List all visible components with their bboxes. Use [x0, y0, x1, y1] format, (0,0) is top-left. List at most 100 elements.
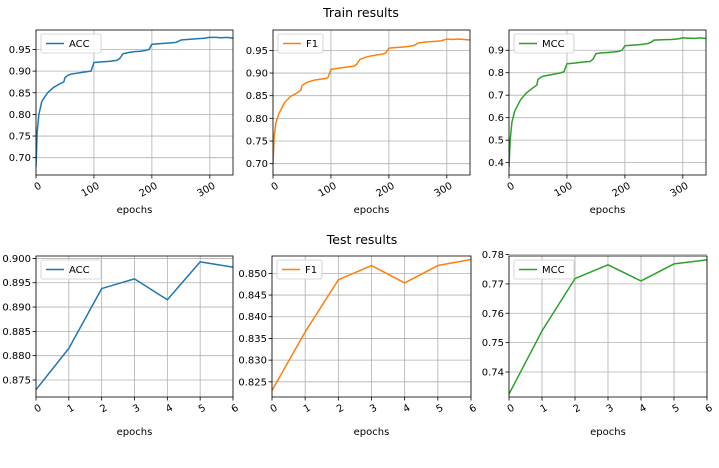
train-f1-x-axis-label: epochs — [354, 205, 390, 216]
train-mcc-axes-frame — [508, 29, 707, 176]
test-acc-x-tick-label: 1 — [66, 403, 77, 416]
train-acc-y-tick-label: 0.95 — [9, 45, 31, 56]
train-f1-y-tick-label: 0.95 — [246, 46, 268, 57]
train-mcc-y-tick-label: 0.7 — [488, 91, 504, 102]
test-f1-x-tick-label: 0 — [269, 403, 280, 416]
train-acc-x-axis-label: epochs — [117, 205, 153, 216]
test-acc-x-tick-label: 0 — [33, 403, 44, 416]
test-f1-y-tick-label: 0.825 — [238, 377, 267, 388]
chart-panels: 0.700.750.800.850.900.950 100 200 300epochs… — [2, 29, 715, 438]
test-acc-legend-label: ACC — [69, 265, 90, 276]
test-acc-legend-box — [40, 259, 102, 280]
train-mcc-y-tick-label: 0.5 — [488, 136, 504, 147]
test-results-title: Test results — [326, 232, 397, 247]
train-f1-y-tick-label: 0.80 — [246, 114, 268, 125]
train-mcc-x-tick-label: 100 — [553, 181, 575, 200]
train-mcc-legend-label: MCC — [542, 39, 565, 50]
test-mcc-y-tick-label: 0.77 — [482, 279, 504, 290]
train-f1-x-tick-label: 300 — [432, 181, 454, 200]
test-f1-x-tick-label: 6 — [468, 403, 479, 416]
test-acc-x-tick-label: 6 — [230, 403, 241, 416]
test-acc-panel: 0.875 0.880 0.885 0.890 0.895 0.900 0 1 2 3 4 5 6 epo… — [2, 254, 240, 438]
test-f1-legend-label: F1 — [305, 265, 317, 276]
train-f1-y-tick-label: 0.90 — [246, 69, 268, 80]
test-f1-x-tick-label: 4 — [401, 403, 412, 416]
test-f1-y-tick-label: 0.830 — [238, 356, 267, 367]
test-mcc-x-tick-label: 0 — [506, 403, 517, 416]
test-acc-y-tick-label: 0.895 — [2, 278, 31, 289]
test-mcc-x-tick-label: 6 — [704, 403, 715, 416]
train-f1-axes-frame — [272, 29, 471, 176]
test-f1-x-axis-label: epochs — [354, 427, 390, 438]
test-f1-y-tick-label: 0.840 — [238, 312, 267, 323]
test-mcc-x-tick-label: 4 — [638, 403, 649, 416]
train-acc-x-tick-label: 300 — [195, 181, 217, 200]
train-mcc-y-tick-label: 0.6 — [488, 113, 504, 124]
train-mcc-series-line — [509, 37, 706, 168]
train-f1-y-tick-label: 0.70 — [246, 159, 268, 170]
train-mcc-legend-box — [513, 33, 575, 54]
test-acc-y-tick-label: 0.885 — [2, 327, 31, 338]
test-acc-x-tick-label: 2 — [98, 403, 109, 416]
test-f1-y-tick-label: 0.845 — [238, 291, 267, 302]
train-mcc-x-tick-label: 300 — [668, 181, 690, 200]
train-acc-x-tick-label: 100 — [80, 181, 102, 200]
test-acc-legend: ACC — [40, 259, 102, 280]
test-acc-x-axis-label: epochs — [117, 427, 153, 438]
train-acc-y-tick-label: 0.90 — [9, 67, 31, 78]
test-mcc-panel: 0.74 0.75 0.76 0.77 0.78 0 1 2 3 4 5 6 epochs MCC — [482, 250, 715, 438]
test-acc-x-tick-label: 4 — [164, 403, 175, 416]
test-f1-y-tick-label: 0.850 — [238, 269, 267, 280]
test-mcc-x-tick-label: 3 — [605, 403, 616, 416]
test-mcc-y-tick-label: 0.74 — [482, 368, 504, 379]
test-f1-legend: F1 — [276, 259, 323, 280]
test-mcc-x-axis-label: epochs — [590, 427, 626, 438]
test-mcc-x-tick-label: 2 — [572, 403, 583, 416]
train-f1-x-tick-label: 200 — [375, 181, 397, 200]
test-mcc-legend-label: MCC — [542, 265, 565, 276]
test-acc-y-tick-label: 0.900 — [2, 254, 31, 265]
test-acc-series-line — [36, 261, 233, 391]
train-f1-series-line — [273, 38, 470, 164]
train-mcc-y-tick-label: 0.8 — [488, 68, 504, 79]
train-results-title: Train results — [322, 5, 399, 20]
train-f1-x-tick-label: 0 — [270, 181, 281, 194]
test-acc-y-tick-label: 0.890 — [2, 303, 31, 314]
train-acc-y-tick-label: 0.85 — [9, 88, 31, 99]
test-mcc-series-line — [509, 259, 707, 395]
test-mcc-x-tick-label: 5 — [671, 403, 682, 416]
test-mcc-y-tick-label: 0.78 — [482, 250, 504, 261]
train-f1-panel: 0.70 0.75 0.80 0.85 0.90 0.95 0 100 200 300 epochs… — [246, 29, 471, 216]
test-mcc-legend: MCC — [513, 259, 575, 280]
test-mcc-y-tick-label: 0.75 — [482, 338, 504, 349]
train-mcc-y-tick-label: 0.4 — [488, 158, 504, 169]
train-mcc-x-tick-label: 0 — [506, 181, 517, 194]
test-acc-y-tick-label: 0.880 — [2, 351, 31, 362]
train-mcc-y-tick-label: 0.9 — [488, 46, 504, 57]
test-mcc-legend-box — [513, 259, 575, 280]
test-f1-y-tick-label: 0.835 — [238, 334, 267, 345]
train-acc-series-line — [36, 36, 233, 167]
train-acc-legend-box — [40, 33, 102, 54]
train-acc-y-tick-label: 0.75 — [9, 132, 31, 143]
test-mcc-x-tick-label: 1 — [539, 403, 550, 416]
train-f1-x-tick-label: 100 — [317, 181, 339, 200]
train-acc-legend-label: ACC — [69, 39, 90, 50]
test-mcc-y-tick-label: 0.76 — [482, 309, 504, 320]
test-f1-x-tick-label: 3 — [368, 403, 379, 416]
train-f1-y-tick-label: 0.75 — [246, 137, 268, 148]
train-f1-y-tick-label: 0.85 — [246, 91, 268, 102]
test-acc-y-tick-label: 0.875 — [2, 375, 31, 386]
test-acc-x-tick-label: 5 — [197, 403, 208, 416]
train-mcc-x-tick-label: 200 — [611, 181, 633, 200]
test-f1-x-tick-label: 1 — [302, 403, 313, 416]
test-acc-x-tick-label: 3 — [131, 403, 142, 416]
train-f1-legend: F1 — [277, 33, 324, 54]
train-f1-legend-label: F1 — [306, 39, 318, 50]
train-acc-x-tick-label: 0 — [33, 181, 44, 194]
train-mcc-panel: 0.4 0.5 0.6 0.7 0.8 0.9 0 100 200 300 epochs MCC — [488, 29, 707, 216]
train-mcc-x-axis-label: epochs — [590, 205, 626, 216]
test-f1-x-tick-label: 2 — [335, 403, 346, 416]
train-acc-panel: 0.70 0.75 0.80 0.85 0.90 0.95 0 100 200 300 epochs… — [9, 29, 234, 216]
